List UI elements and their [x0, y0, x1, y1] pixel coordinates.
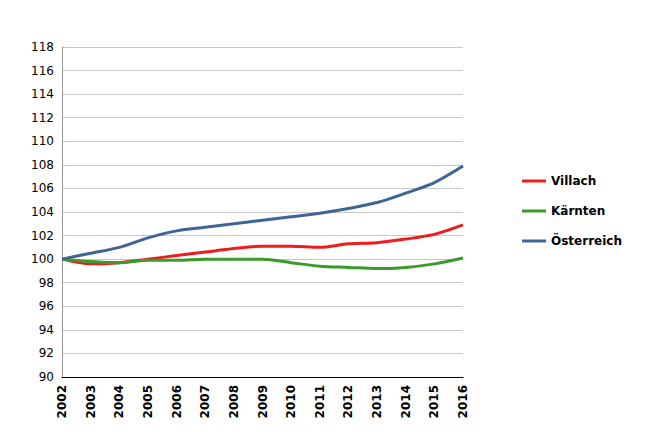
- svg-text:2013: 2013: [370, 385, 384, 418]
- svg-text:2008: 2008: [227, 385, 241, 418]
- svg-text:102: 102: [31, 229, 54, 243]
- svg-text:2016: 2016: [456, 385, 470, 418]
- svg-text:106: 106: [31, 181, 54, 195]
- svg-text:94: 94: [39, 323, 54, 337]
- svg-text:116: 116: [31, 64, 54, 78]
- svg-text:90: 90: [39, 370, 54, 384]
- svg-text:96: 96: [39, 299, 54, 313]
- svg-text:2009: 2009: [256, 385, 270, 418]
- svg-text:Kärnten: Kärnten: [551, 204, 605, 218]
- svg-text:112: 112: [31, 111, 54, 125]
- svg-text:2005: 2005: [141, 385, 155, 418]
- svg-text:104: 104: [31, 205, 54, 219]
- svg-text:2010: 2010: [284, 385, 298, 418]
- svg-text:2003: 2003: [84, 385, 98, 418]
- svg-text:108: 108: [31, 158, 54, 172]
- svg-text:118: 118: [31, 40, 54, 54]
- svg-text:Österreich: Österreich: [551, 233, 622, 248]
- svg-text:2007: 2007: [198, 385, 212, 418]
- svg-text:2012: 2012: [341, 385, 355, 418]
- svg-text:2006: 2006: [170, 385, 184, 418]
- svg-text:2004: 2004: [112, 385, 126, 418]
- svg-text:2002: 2002: [55, 385, 69, 418]
- svg-text:92: 92: [39, 346, 54, 360]
- svg-text:2015: 2015: [427, 385, 441, 418]
- svg-text:2011: 2011: [313, 385, 327, 418]
- svg-text:Villach: Villach: [551, 174, 596, 188]
- svg-text:100: 100: [31, 252, 54, 266]
- svg-text:98: 98: [39, 276, 54, 290]
- svg-text:110: 110: [31, 134, 54, 148]
- svg-text:114: 114: [31, 87, 54, 101]
- svg-text:2014: 2014: [399, 385, 413, 418]
